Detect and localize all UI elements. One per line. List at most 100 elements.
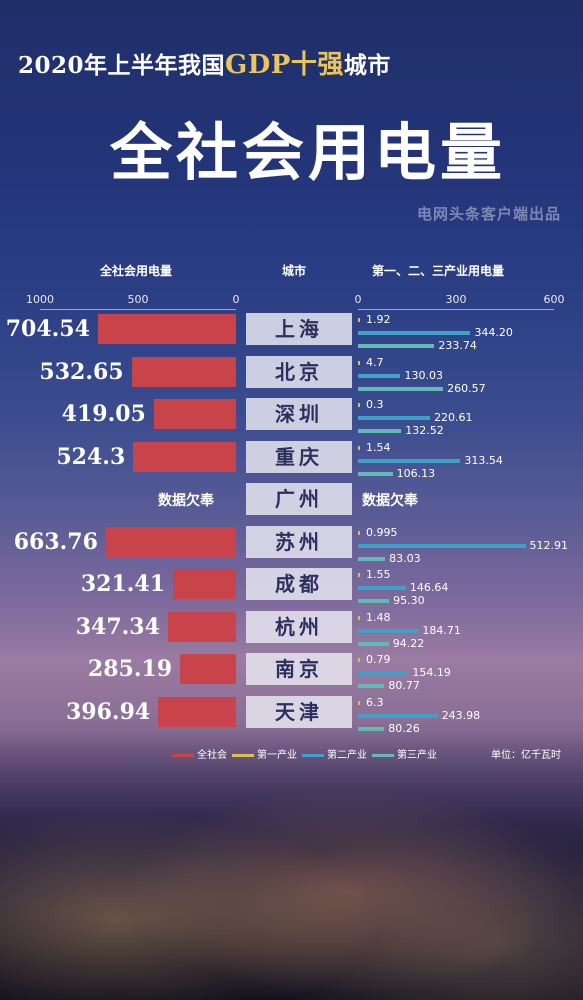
chart-legend: 全社会 第一产业 第二产业 第三产业 (0, 746, 583, 762)
city-row-4: 广州 数据欠奉 数据欠奉 (0, 480, 583, 520)
chart-title: 全社会用电量 (110, 116, 507, 189)
total-value-label: 285.19 (87, 656, 173, 682)
tertiary-value-label: 83.03 (389, 551, 421, 565)
city-label: 天津 (246, 695, 352, 728)
city-row-0: 上海 704.54 1.92 344.20 233.74 (0, 310, 583, 352)
secondary-value-label: 243.98 (441, 708, 481, 722)
primary-value-label: 0.995 (366, 525, 398, 539)
secondary-value-label: 184.71 (422, 623, 461, 637)
tertiary-bar (358, 641, 389, 646)
tertiary-value-label: 132.52 (405, 424, 444, 437)
primary-bar (358, 700, 361, 705)
tertiary-bar (358, 344, 435, 348)
legend-swatch (172, 753, 194, 757)
tertiary-bar (358, 429, 402, 433)
primary-value-label: 1.55 (366, 568, 391, 581)
primary-bar (358, 573, 360, 577)
legend-label: 第三产业 (397, 750, 437, 761)
primary-bar (358, 658, 360, 662)
city-column-header: 城市 (282, 264, 307, 278)
total-value-label: 321.41 (80, 571, 166, 597)
subtitle-prefix: 2020年上半年我国 (18, 52, 226, 79)
total-value-label: 524.3 (56, 443, 126, 470)
secondary-bar (358, 416, 431, 420)
secondary-value-label: 130.03 (404, 368, 443, 382)
total-bar (153, 399, 236, 429)
subtitle-highlight: GDP十强 (225, 50, 344, 80)
total-bar (173, 569, 236, 599)
source-credit: 电网头条客户端出品 (416, 205, 561, 223)
subtitle-suffix: 城市 (343, 52, 391, 79)
secondary-value-label: 344.20 (474, 326, 513, 339)
city-row-2: 深圳 419.05 0.3 220.61 132.52 (0, 395, 583, 437)
city-row-9: 天津 396.94 6.3 243.98 80.26 (0, 693, 583, 735)
city-night-background (0, 730, 583, 1000)
right-axis-tick: 600 (543, 293, 565, 306)
secondary-bar (358, 458, 461, 463)
primary-value-label: 6.3 (366, 695, 384, 709)
left-axis-tick: 0 (232, 293, 240, 306)
city-label: 深圳 (246, 398, 352, 430)
city-row-1: 北京 532.65 4.7 130.03 260.57 (0, 353, 583, 394)
chart-subtitle: 2020年上半年我国GDP十强城市 (18, 44, 391, 81)
legend-label: 第一产业 (257, 750, 297, 761)
total-value-label: 419.05 (61, 401, 146, 427)
city-row-8: 南京 285.19 0.79 154.19 80.77 (0, 650, 583, 692)
primary-value-label: 4.7 (366, 355, 384, 369)
tertiary-value-label: 80.26 (388, 721, 420, 735)
no-data-sectors: 数据欠奉 (362, 493, 418, 509)
city-label: 南京 (246, 653, 352, 685)
legend-item-tertiary: 第三产业 (372, 746, 437, 761)
primary-value-label: 1.92 (366, 313, 391, 326)
primary-value-label: 1.48 (366, 610, 391, 624)
no-data-total: 数据欠奉 (158, 493, 214, 509)
total-value-label: 704.54 (5, 316, 90, 342)
legend-item-primary: 第一产业 (232, 746, 297, 761)
secondary-bar (358, 628, 419, 633)
city-label: 杭州 (246, 610, 352, 643)
secondary-value-label: 154.19 (412, 666, 451, 679)
secondary-value-label: 220.61 (434, 411, 473, 424)
total-bar (105, 526, 236, 557)
left-axis-tick: 500 (127, 293, 149, 306)
right-axis-line (358, 309, 554, 310)
secondary-bar (358, 373, 401, 378)
left-axis-tick: 1000 (26, 293, 54, 306)
primary-bar (358, 445, 360, 450)
city-label: 北京 (246, 355, 352, 388)
secondary-value-label: 146.64 (409, 581, 449, 594)
total-bar (133, 441, 236, 472)
legend-label: 全社会 (197, 750, 227, 761)
total-bar (158, 696, 236, 727)
tertiary-value-label: 94.22 (392, 636, 425, 650)
right-column-header: 第一、二、三产业用电量 (372, 264, 505, 278)
secondary-bar (358, 586, 406, 590)
legend-swatch (232, 753, 254, 757)
legend-item-total: 全社会 (172, 746, 227, 761)
total-value-label: 396.94 (66, 698, 151, 725)
left-column-header: 全社会用电量 (100, 264, 173, 278)
total-bar (97, 314, 236, 344)
primary-value-label: 0.79 (366, 653, 391, 666)
right-axis-tick: 0 (354, 293, 362, 306)
tertiary-value-label: 95.30 (393, 594, 425, 607)
tertiary-bar (358, 386, 444, 391)
total-value-label: 663.76 (13, 528, 98, 555)
primary-bar (358, 318, 360, 322)
city-label: 成都 (246, 568, 352, 600)
city-row-3: 重庆 524.3 1.54 313.54 106.13 (0, 438, 583, 480)
tertiary-bar (358, 599, 390, 603)
tertiary-bar (358, 684, 385, 688)
tertiary-bar (358, 471, 393, 476)
primary-value-label: 1.54 (366, 440, 391, 454)
primary-bar (358, 530, 360, 535)
city-row-7: 杭州 347.34 1.48 184.71 94.22 (0, 608, 583, 650)
tertiary-value-label: 106.13 (396, 466, 436, 480)
secondary-bar (358, 543, 526, 548)
primary-bar (358, 360, 360, 365)
legend-item-secondary: 第二产业 (302, 746, 367, 761)
secondary-bar (358, 331, 471, 335)
unit-label: 单位：亿千瓦时 (491, 750, 561, 761)
right-axis-tick: 300 (445, 293, 467, 306)
city-label: 广州 (246, 483, 352, 515)
